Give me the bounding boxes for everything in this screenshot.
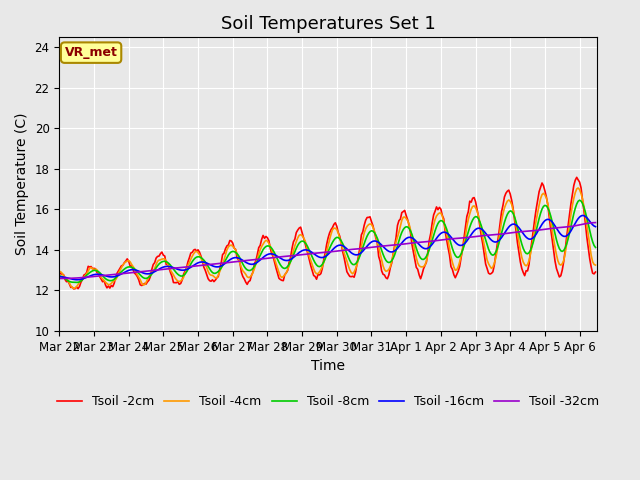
- Tsoil -32cm: [56, 276, 63, 281]
- Tsoil -4cm: [583, 222, 591, 228]
- Tsoil -4cm: [125, 258, 132, 264]
- Tsoil -4cm: [574, 185, 582, 191]
- Line: Tsoil -2cm: Tsoil -2cm: [60, 177, 595, 289]
- Tsoil -32cm: [449, 236, 456, 241]
- Tsoil -2cm: [573, 174, 580, 180]
- Tsoil -2cm: [583, 234, 591, 240]
- Tsoil -2cm: [237, 269, 245, 275]
- Tsoil -8cm: [73, 279, 81, 285]
- Tsoil -2cm: [125, 258, 132, 264]
- Tsoil -16cm: [583, 215, 591, 221]
- Tsoil -16cm: [450, 238, 458, 243]
- Tsoil -4cm: [56, 268, 63, 274]
- X-axis label: Time: Time: [311, 359, 345, 373]
- Tsoil -2cm: [450, 272, 458, 277]
- Tsoil -8cm: [591, 244, 599, 250]
- Tsoil -32cm: [236, 258, 244, 264]
- Tsoil -4cm: [450, 264, 458, 270]
- Tsoil -16cm: [125, 267, 132, 273]
- Tsoil -2cm: [330, 221, 338, 227]
- Tsoil -16cm: [73, 277, 81, 283]
- Tsoil -4cm: [237, 265, 245, 271]
- Y-axis label: Soil Temperature (C): Soil Temperature (C): [15, 113, 29, 255]
- Tsoil -2cm: [70, 286, 77, 292]
- Tsoil -32cm: [591, 220, 599, 226]
- Title: Soil Temperatures Set 1: Soil Temperatures Set 1: [221, 15, 435, 33]
- Line: Tsoil -8cm: Tsoil -8cm: [60, 200, 595, 282]
- Tsoil -32cm: [580, 221, 588, 227]
- Tsoil -4cm: [145, 274, 153, 279]
- Tsoil -8cm: [583, 215, 591, 221]
- Line: Tsoil -32cm: Tsoil -32cm: [60, 223, 595, 278]
- Tsoil -4cm: [591, 262, 599, 268]
- Tsoil -16cm: [591, 224, 599, 229]
- Tsoil -8cm: [330, 237, 338, 243]
- Tsoil -16cm: [56, 274, 63, 280]
- Tsoil -8cm: [237, 258, 245, 264]
- Tsoil -4cm: [330, 225, 338, 231]
- Tsoil -8cm: [450, 250, 458, 255]
- Tsoil -4cm: [70, 286, 77, 291]
- Tsoil -32cm: [143, 268, 151, 274]
- Text: VR_met: VR_met: [65, 46, 118, 59]
- Tsoil -2cm: [56, 269, 63, 275]
- Tsoil -8cm: [576, 197, 584, 203]
- Tsoil -8cm: [145, 274, 153, 280]
- Tsoil -16cm: [579, 213, 586, 218]
- Tsoil -2cm: [145, 277, 153, 283]
- Tsoil -16cm: [145, 271, 153, 276]
- Line: Tsoil -4cm: Tsoil -4cm: [60, 188, 595, 288]
- Line: Tsoil -16cm: Tsoil -16cm: [60, 216, 595, 280]
- Tsoil -8cm: [125, 264, 132, 270]
- Tsoil -16cm: [330, 246, 338, 252]
- Tsoil -2cm: [591, 269, 599, 275]
- Tsoil -32cm: [328, 249, 336, 254]
- Legend: Tsoil -2cm, Tsoil -4cm, Tsoil -8cm, Tsoil -16cm, Tsoil -32cm: Tsoil -2cm, Tsoil -4cm, Tsoil -8cm, Tsoi…: [52, 390, 604, 413]
- Tsoil -16cm: [237, 257, 245, 263]
- Tsoil -8cm: [56, 273, 63, 279]
- Tsoil -32cm: [124, 270, 131, 276]
